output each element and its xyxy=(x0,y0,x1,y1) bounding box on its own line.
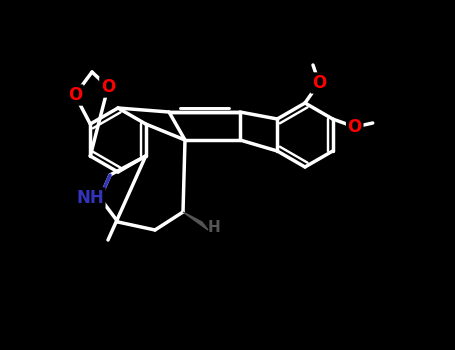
Text: O: O xyxy=(68,86,82,104)
Text: NH: NH xyxy=(76,189,104,207)
Text: O: O xyxy=(312,74,326,92)
Text: H: H xyxy=(207,219,220,234)
Text: O: O xyxy=(101,78,115,96)
Text: O: O xyxy=(348,118,362,136)
Polygon shape xyxy=(183,212,208,230)
